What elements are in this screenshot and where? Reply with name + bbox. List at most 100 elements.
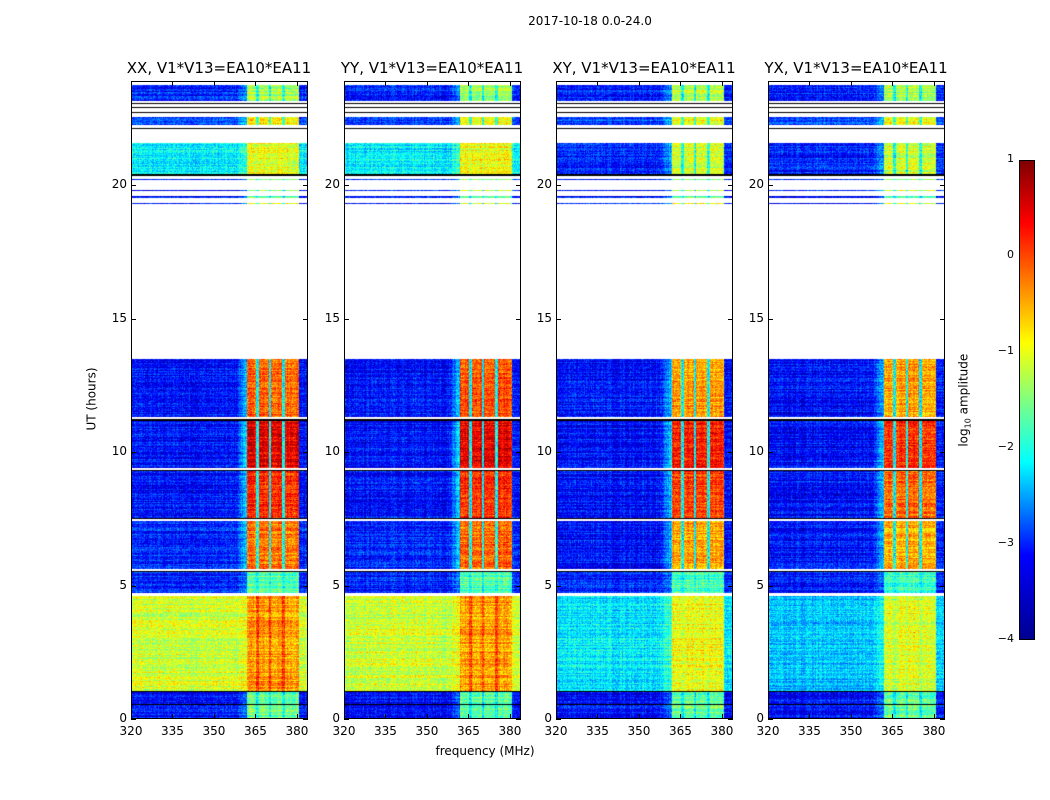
panel-title: YY, V1*V13=EA10*EA11	[340, 59, 524, 77]
y-tick-mark	[556, 452, 561, 454]
x-tick-mark	[509, 81, 511, 86]
y-tick-mark	[940, 318, 945, 320]
x-tick-label: 335	[798, 724, 821, 738]
x-tick-mark	[131, 81, 132, 86]
heatmap-image	[769, 82, 944, 718]
y-tick-mark	[728, 719, 733, 720]
y-tick-label: 0	[119, 711, 127, 725]
x-tick-mark	[638, 81, 640, 86]
x-tick-mark	[385, 81, 387, 86]
heatmap-image	[132, 82, 307, 718]
x-tick-mark	[809, 81, 811, 86]
y-tick-mark	[768, 318, 773, 320]
x-tick-label: 335	[374, 724, 397, 738]
y-tick-label: 5	[119, 577, 127, 592]
x-tick-label: 320	[119, 724, 143, 738]
x-tick-mark	[468, 81, 470, 86]
y-tick-mark	[556, 585, 561, 587]
x-tick-mark	[172, 81, 174, 86]
x-tick-label: 380	[498, 724, 522, 738]
y-tick-mark	[131, 719, 136, 720]
figure-suptitle: 2017-10-18 0.0-24.0	[528, 14, 652, 28]
y-tick-label: 15	[536, 310, 552, 325]
y-tick-mark	[344, 585, 349, 587]
x-tick-mark	[721, 714, 723, 719]
y-tick-mark	[303, 719, 308, 720]
x-tick-mark	[509, 714, 511, 719]
x-tick-label: 335	[161, 724, 184, 738]
x-tick-mark	[255, 714, 257, 719]
x-tick-mark	[721, 81, 723, 86]
y-tick-label: 5	[332, 577, 340, 592]
panel-title: XY, V1*V13=EA10*EA11	[552, 59, 736, 77]
y-tick-mark	[344, 452, 349, 454]
x-tick-label: 380	[922, 724, 946, 738]
x-tick-label: 350	[839, 724, 863, 738]
x-tick-mark	[597, 714, 599, 719]
y-tick-mark	[303, 318, 308, 320]
colorbar	[1019, 160, 1035, 640]
y-tick-mark	[516, 585, 521, 587]
y-tick-mark	[131, 185, 136, 187]
y-tick-label: 0	[544, 711, 552, 725]
x-tick-label: 365	[457, 724, 480, 738]
y-tick-mark	[556, 185, 561, 187]
heatmap-image	[557, 82, 732, 718]
y-tick-label: 20	[324, 177, 340, 192]
y-tick-label: 20	[748, 177, 764, 192]
y-axis-label: UT (hours)	[84, 367, 99, 431]
y-tick-label: 5	[756, 577, 764, 592]
x-tick-mark	[850, 714, 852, 719]
x-tick-mark	[172, 714, 174, 719]
y-tick-label: 20	[536, 177, 552, 192]
y-tick-mark	[556, 318, 561, 320]
x-tick-mark	[213, 81, 215, 86]
x-tick-mark	[768, 714, 769, 719]
x-tick-label: 380	[710, 724, 734, 738]
y-tick-mark	[303, 585, 308, 587]
heatmap-panel	[768, 81, 945, 719]
x-tick-mark	[426, 714, 428, 719]
x-tick-mark	[213, 714, 215, 719]
x-tick-mark	[933, 714, 935, 719]
y-tick-mark	[516, 318, 521, 320]
y-tick-mark	[516, 452, 521, 454]
y-tick-label: 5	[544, 577, 552, 592]
colorbar-tick-label: −4	[997, 632, 1014, 645]
y-tick-mark	[768, 185, 773, 187]
y-tick-mark	[940, 452, 945, 454]
y-tick-mark	[768, 452, 773, 454]
x-tick-label: 350	[627, 724, 651, 738]
y-tick-mark	[556, 719, 561, 720]
panel-title: XX, V1*V13=EA10*EA11	[126, 59, 312, 77]
y-tick-mark	[728, 318, 733, 320]
y-tick-mark	[344, 719, 349, 720]
x-tick-mark	[468, 714, 470, 719]
x-tick-label: 335	[586, 724, 609, 738]
x-tick-label: 320	[544, 724, 568, 738]
y-tick-mark	[303, 185, 308, 187]
y-tick-mark	[131, 452, 136, 454]
y-tick-label: 10	[324, 444, 340, 459]
x-tick-mark	[850, 81, 852, 86]
y-tick-mark	[940, 719, 945, 720]
x-tick-mark	[426, 81, 428, 86]
y-tick-mark	[516, 719, 521, 720]
x-tick-mark	[680, 714, 682, 719]
x-tick-mark	[344, 714, 345, 719]
colorbar-tick-label: −3	[997, 536, 1014, 549]
y-tick-mark	[940, 585, 945, 587]
x-tick-label: 365	[881, 724, 904, 738]
x-tick-mark	[385, 714, 387, 719]
x-tick-label: 365	[244, 724, 267, 738]
x-tick-label: 365	[669, 724, 692, 738]
x-tick-label: 350	[415, 724, 439, 738]
y-tick-label: 15	[111, 310, 127, 325]
x-tick-mark	[556, 714, 557, 719]
y-tick-label: 10	[536, 444, 552, 459]
x-tick-mark	[131, 714, 132, 719]
heatmap-panel	[556, 81, 733, 719]
colorbar-label: log10 amplitude	[956, 353, 973, 447]
x-tick-mark	[933, 81, 935, 86]
y-tick-label: 0	[756, 711, 764, 725]
